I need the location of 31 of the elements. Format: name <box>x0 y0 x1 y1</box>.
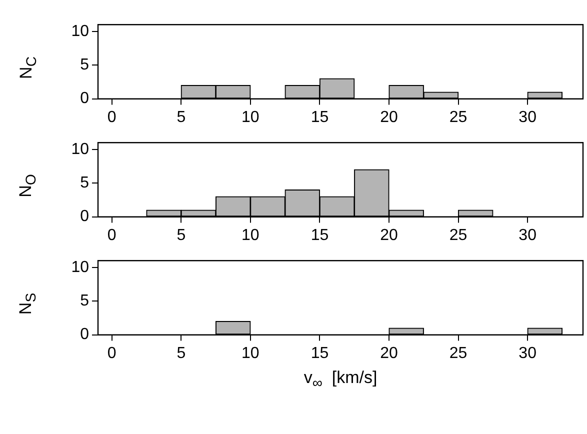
x-tick-label: 15 <box>310 226 329 244</box>
y-tick-label: 5 <box>80 174 90 192</box>
x-tick-label: 0 <box>107 226 116 244</box>
x-tick-label: 15 <box>310 344 329 362</box>
x-tick-label: 25 <box>449 226 468 244</box>
y-tick-label: 10 <box>71 140 90 158</box>
x-tick-label: 10 <box>242 108 260 126</box>
x-axis-title: v$_{∞}$ [km/s] <box>302 368 378 392</box>
x-tick-label: 25 <box>449 108 468 126</box>
x-tick-label: 20 <box>380 226 398 244</box>
x-tick-label: 30 <box>518 226 537 244</box>
x-tick-label: 20 <box>380 108 398 126</box>
y-tick-label: 0 <box>80 326 90 344</box>
x-tick-label: 5 <box>176 226 186 244</box>
x-tick-label: 10 <box>242 226 260 244</box>
x-tick-label: 15 <box>310 108 329 126</box>
x-tick-label: 0 <box>107 344 116 362</box>
x-tick-label: 20 <box>380 344 398 362</box>
x-tick-label: 30 <box>518 344 537 362</box>
y-tick-label: 0 <box>80 90 90 108</box>
y-tick-label: 0 <box>80 208 90 226</box>
x-tick-label: 25 <box>449 344 468 362</box>
y-tick-label: 10 <box>71 22 90 40</box>
x-tick-label: 30 <box>518 108 537 126</box>
x-tick-label: 0 <box>107 108 116 126</box>
y-tick-label: 5 <box>80 56 90 74</box>
x-tick-label: 10 <box>242 344 260 362</box>
x-tick-label: 5 <box>176 108 186 126</box>
x-tick-label: 5 <box>176 344 186 362</box>
y-tick-label: 5 <box>80 292 90 310</box>
y-tick-label: 10 <box>71 258 90 276</box>
